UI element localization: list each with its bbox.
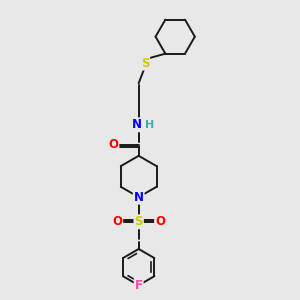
Text: F: F — [135, 279, 143, 292]
Text: O: O — [155, 215, 165, 228]
Text: N: N — [134, 190, 144, 204]
Text: O: O — [112, 215, 122, 228]
Text: S: S — [134, 215, 143, 228]
Text: H: H — [145, 120, 154, 130]
Text: N: N — [132, 118, 142, 131]
Text: S: S — [141, 57, 149, 70]
Text: O: O — [109, 139, 118, 152]
